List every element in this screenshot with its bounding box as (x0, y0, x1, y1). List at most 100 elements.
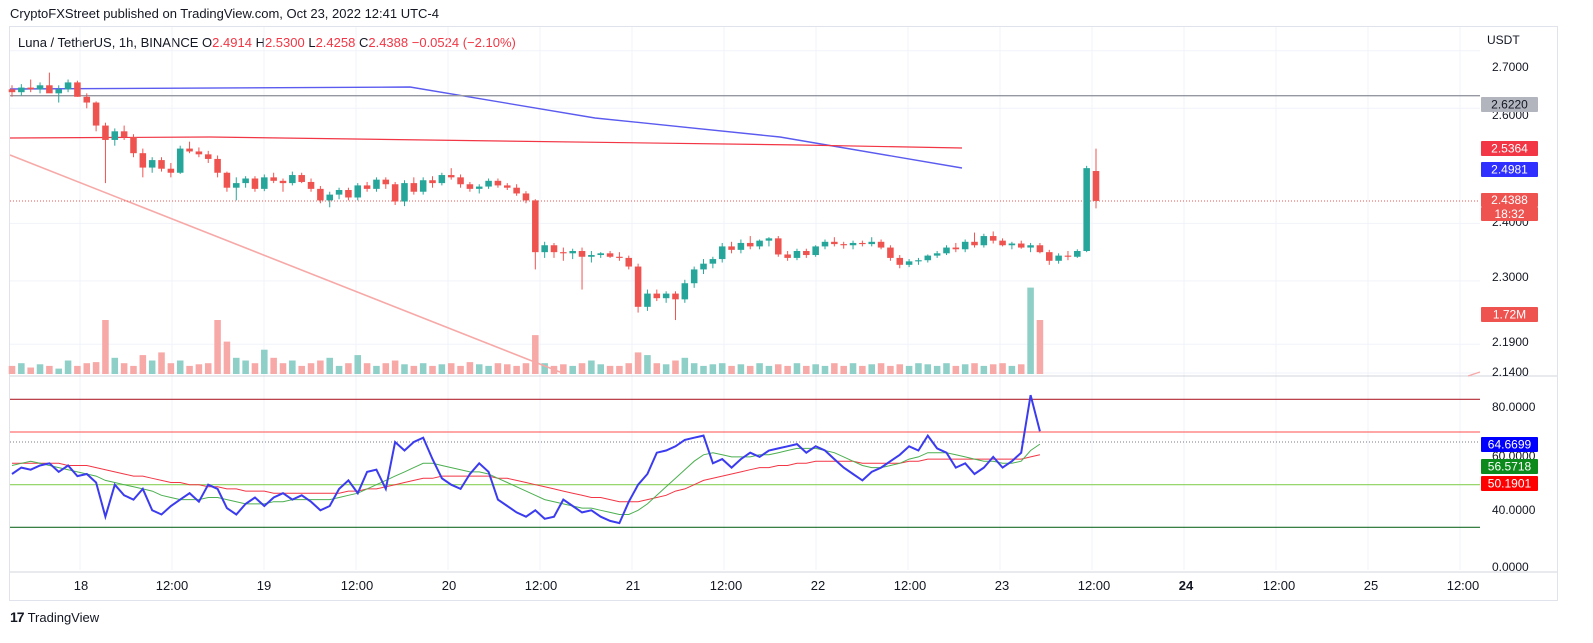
price-badge-text: 2.5364 (1491, 142, 1528, 156)
brand-name[interactable]: TradingView (27, 609, 100, 625)
candle-body (532, 200, 539, 253)
volume-bar (148, 360, 156, 374)
candle-body (130, 137, 137, 154)
price-badge-text: 18:32 (1494, 207, 1524, 221)
candle-body (83, 96, 91, 103)
volume-bar (251, 363, 259, 374)
volume-bar (214, 320, 221, 374)
volume-bar (36, 364, 44, 374)
candle-body (756, 240, 763, 247)
volume-bar (737, 364, 745, 374)
candle-body (214, 158, 221, 173)
volume-bar (186, 365, 193, 374)
price-tick-label: 2.1900 (1492, 335, 1529, 349)
time-axis-label: 21 (626, 578, 640, 593)
candle-body (915, 260, 922, 262)
volume-bar (765, 365, 773, 374)
volume-bar (195, 364, 203, 374)
tradingview-logo-icon: 17 (10, 609, 25, 625)
time-axis-label: 23 (995, 578, 1009, 593)
price-badge: 2.5364 (1481, 141, 1538, 156)
candle-body (1064, 255, 1072, 257)
high-value: 2.5300 (264, 35, 305, 50)
volume-bar (279, 363, 287, 374)
trendline-extension-marker (1467, 371, 1481, 377)
candle-body (728, 246, 735, 250)
rsi-levels (10, 398, 1480, 528)
candle-body (625, 257, 633, 267)
candle-body (18, 87, 25, 93)
volume-bar (102, 320, 109, 374)
candle-body (989, 236, 997, 241)
rsi-tick-label: 40.0000 (1492, 503, 1536, 517)
candle-body (999, 240, 1006, 246)
close-label: C (358, 35, 369, 50)
rsi-tick-label: 0.0000 (1492, 560, 1529, 574)
volume-bar (905, 365, 913, 374)
candle-body (550, 245, 558, 253)
volume-bar (943, 363, 950, 374)
price-badge-bg (1481, 307, 1538, 322)
price-badge: 2.4388 (1481, 193, 1538, 207)
volume-bar (999, 363, 1006, 374)
time-axis-label: 12:00 (894, 578, 927, 593)
candle-body (111, 131, 119, 140)
candle-body (195, 151, 203, 155)
volume-bar (18, 363, 25, 374)
candle-body (1074, 251, 1081, 257)
volume-bar (55, 368, 62, 374)
time-axis-label: 20 (442, 578, 456, 593)
volume-bar (298, 365, 305, 374)
low-label: L (308, 35, 316, 50)
price-badge: 2.6220 (1481, 97, 1538, 112)
rsi-signal-line (11, 443, 1041, 515)
time-axis-label: 12:00 (1447, 578, 1480, 593)
blue-moving-average-line (9, 86, 963, 169)
candle-body (466, 184, 474, 189)
volume-bar (46, 365, 53, 374)
candle-body (831, 241, 838, 245)
candle-body (812, 246, 819, 256)
volume-bar (690, 363, 698, 374)
price-badge-text: 2.6220 (1491, 98, 1528, 112)
candle-body (513, 187, 520, 194)
candle-body (251, 178, 259, 189)
candle-body (588, 255, 595, 257)
volume-bar (354, 355, 362, 374)
candle-body (204, 154, 212, 159)
candle-body (1008, 243, 1016, 246)
candle-body (644, 293, 651, 307)
volume-bar (625, 363, 633, 374)
rsi-badge-text: 50.1901 (1488, 477, 1532, 491)
volume-bar (793, 363, 801, 374)
volume-bar (868, 364, 875, 374)
price-tick-label: 2.7000 (1492, 60, 1529, 74)
candle-body (335, 190, 343, 195)
candle-body (223, 172, 231, 188)
descending-trendline (9, 154, 561, 373)
time-axis-label: 12:00 (710, 578, 743, 593)
volume-bar (896, 364, 904, 374)
volume-bar (560, 364, 567, 374)
volume-bar (1017, 364, 1025, 374)
volume-bar (803, 365, 810, 374)
volume-bar (1036, 320, 1044, 374)
volume-bar (915, 363, 922, 374)
volume-bar (429, 365, 436, 374)
candle-body (784, 254, 791, 258)
candle-body (186, 148, 193, 152)
volume-bar (775, 364, 782, 374)
candle-body (569, 251, 576, 254)
candle-body (36, 85, 44, 90)
volume-bar (391, 360, 399, 374)
grid-lines (10, 27, 1480, 570)
volume-bar (989, 364, 997, 374)
volume-bar (401, 364, 408, 374)
volume-bar (877, 363, 885, 374)
volume-bar (756, 363, 763, 374)
candle-body (840, 244, 847, 246)
candle-body (354, 185, 362, 198)
volume-bar (709, 364, 717, 374)
price-badge: 18:32 (1481, 207, 1538, 221)
